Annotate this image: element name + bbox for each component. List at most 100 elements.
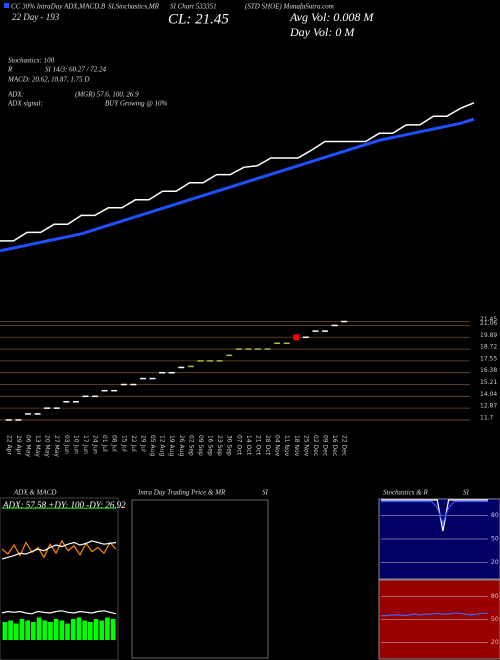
header-text: ADX:	[7, 91, 24, 99]
x-tick-label: 09 Dec	[322, 435, 329, 456]
y-tick-label: 50	[491, 536, 499, 543]
macd-bar	[70, 619, 76, 640]
macd-bar	[19, 619, 25, 640]
x-tick-label: 09 Sep	[197, 435, 204, 456]
header-text: CL: 21.45	[168, 11, 229, 27]
macd-bar	[99, 620, 105, 640]
x-tick-label: 19 Aug	[168, 435, 175, 456]
x-tick-label: 06 May	[24, 435, 31, 457]
x-tick-label: 02 Dec	[312, 435, 319, 456]
panel-title: Intra Day Trading Price & MR	[137, 489, 226, 497]
x-tick-label: 03 Jun	[63, 435, 70, 454]
header-text: (MGR) 57.6, 100, 26.9	[75, 91, 139, 99]
macd-bar	[31, 622, 36, 640]
x-tick-label: 10 Jun	[72, 435, 79, 454]
x-tick-label: 22 Jul	[130, 435, 137, 452]
y-tick-label: 18.72	[480, 344, 497, 351]
x-tick-label: 28 Oct	[264, 435, 271, 456]
x-tick-label: 21 Oct	[254, 435, 261, 456]
header-text: MACD: 20.62, 18.87, 1.75 D	[7, 76, 89, 84]
macd-bar	[105, 617, 110, 640]
header-text: BUY Growing @ 10%	[105, 100, 168, 108]
panel-subtitle: SI	[262, 489, 269, 497]
x-tick-label: 23 Sep	[216, 435, 223, 456]
macd-bar	[65, 623, 70, 640]
panel-subtitle: ADX: 57.58 +DY: 100 -DY: 26.92	[2, 500, 126, 510]
x-tick-label: 24 Jun	[92, 435, 99, 454]
header-text: ADX signal:	[7, 100, 43, 108]
series-line	[381, 501, 488, 526]
series-line	[381, 612, 488, 617]
panel-bg	[131, 499, 269, 659]
header-text: (STD SHOE) MunafaSutra.com	[245, 3, 334, 11]
y-tick-label: 80	[491, 512, 499, 519]
header-text: CC 30% IntraDay ADX,MACD,B	[11, 3, 106, 11]
x-tick-label: 30 Sep	[226, 435, 233, 456]
macd-bar	[76, 617, 82, 640]
macd-bar	[93, 619, 99, 640]
x-tick-label: 13 May	[34, 435, 41, 457]
series-line	[0, 117, 475, 253]
y-tick-label: 12.87	[480, 403, 497, 410]
series-line	[381, 499, 488, 532]
header-text: 22 Day - 193	[12, 12, 60, 22]
x-tick-label: 25 Nov	[302, 435, 309, 457]
y-tick-label: 50	[491, 616, 499, 623]
y-tick-label: 14.04	[480, 391, 497, 398]
x-tick-label: 14 Oct	[245, 435, 252, 456]
macd-bar	[42, 620, 48, 640]
macd-bar	[36, 617, 42, 640]
y-tick-label: 80	[491, 593, 499, 600]
x-tick-label: 04 Nov	[274, 435, 281, 457]
x-tick-label: 22 Dec	[341, 435, 348, 456]
y-tick-label: 16.38	[480, 367, 497, 374]
macd-bar	[48, 622, 53, 640]
y-tick-label: 21.06	[480, 320, 497, 327]
x-tick-label: 11 Nov	[283, 435, 290, 457]
macd-bar	[2, 622, 8, 640]
series-line	[1, 610, 117, 615]
x-tick-label: 26 Aug	[178, 435, 185, 456]
series-line	[0, 102, 475, 242]
x-tick-label: 07 Oct	[235, 435, 242, 456]
macd-bar	[82, 620, 87, 640]
x-tick-label: 29 Jul	[139, 435, 146, 452]
x-tick-label: 15 Jul	[120, 435, 127, 452]
series-line	[1, 540, 117, 560]
y-tick-label: 21.45	[480, 316, 497, 323]
x-tick-label: 18 Nov	[293, 435, 300, 457]
logo-square	[4, 3, 9, 8]
x-tick-label: 16 Dec	[331, 435, 338, 456]
y-tick-label: 20	[491, 559, 499, 566]
x-tick-label: 01 Jul	[101, 435, 108, 452]
x-tick-label: 08 Jul	[111, 435, 118, 452]
macd-bar	[13, 623, 19, 640]
macd-bar	[53, 619, 59, 640]
y-tick-label: 11.7	[480, 414, 494, 421]
header-text: Avg Vol: 0.008 M	[289, 10, 374, 24]
header-text: Stochastics: 100	[8, 57, 55, 65]
panel-title: Stochastics & R	[383, 489, 428, 497]
x-tick-label: 17 Jun	[82, 435, 89, 454]
panel-title: ADX & MACD	[13, 489, 56, 497]
x-tick-label: 05 Aug	[149, 435, 156, 456]
macd-bar	[8, 620, 13, 640]
y-tick-label: 17.55	[480, 355, 497, 362]
x-tick-label: 12 Aug	[159, 435, 166, 456]
y-tick-label: 19.89	[480, 332, 497, 339]
header-text: SI,Stochastics,MR	[108, 3, 160, 11]
price-candle	[293, 334, 300, 341]
macd-bar	[88, 622, 93, 640]
y-tick-label: 15.21	[480, 379, 497, 386]
x-tick-label: 22 Apr	[5, 435, 12, 455]
panel-subtitle: SI	[463, 489, 470, 497]
header-text: Day Vol: 0 M	[289, 25, 355, 39]
header-text: R	[7, 66, 13, 74]
macd-bar	[110, 619, 116, 640]
y-tick-label: 20	[491, 639, 499, 646]
macd-bar	[59, 620, 65, 640]
x-tick-label: 27 May	[53, 435, 60, 457]
macd-bar	[25, 620, 30, 640]
x-tick-label: 29 Apr	[15, 435, 22, 455]
